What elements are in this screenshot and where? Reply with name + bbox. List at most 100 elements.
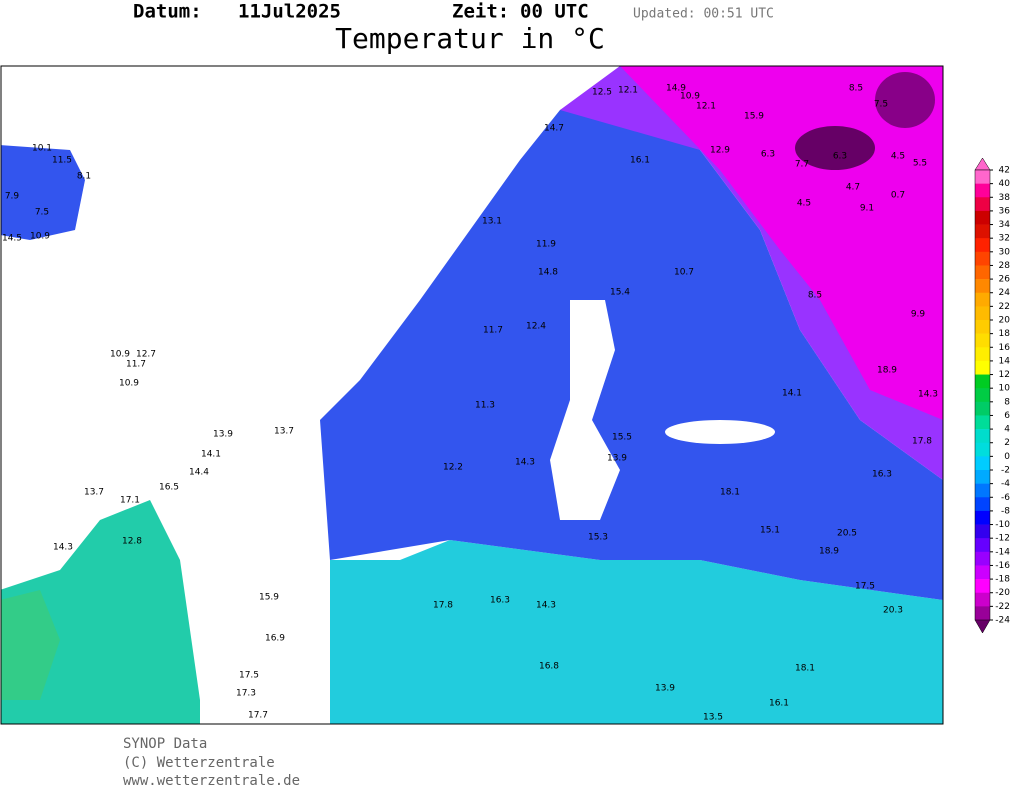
station-value: 8.5 <box>849 84 863 94</box>
station-value: 10.9 <box>680 92 700 102</box>
colorbar-segment <box>975 565 990 580</box>
station-value: 14.5 <box>2 234 22 244</box>
colorbar-segment <box>975 333 990 348</box>
station-value: 4.5 <box>797 199 811 209</box>
colorbar-segment <box>975 592 990 607</box>
colorbar-label: 12 <box>999 370 1010 380</box>
colorbar-label: 32 <box>999 234 1010 244</box>
station-value: 13.9 <box>655 684 675 694</box>
colorbar-segment <box>975 238 990 253</box>
field-iceland <box>1 145 85 240</box>
colorbar-label: 18 <box>999 329 1011 339</box>
colorbar-segment <box>975 442 990 457</box>
station-value: 13.9 <box>213 430 233 440</box>
colorbar-segment <box>975 538 990 553</box>
sea <box>550 300 620 520</box>
station-value: 17.8 <box>433 601 453 611</box>
colorbar-segment <box>975 415 990 430</box>
station-value: 14.3 <box>536 601 556 611</box>
colorbar: 424038363432302826242220181614121086420-… <box>974 157 1011 634</box>
station-value: 12.7 <box>136 350 156 360</box>
colorbar-label: -16 <box>995 561 1010 571</box>
station-value: 14.1 <box>201 450 221 460</box>
colorbar-segment <box>975 347 990 362</box>
station-value: 13.7 <box>274 427 294 437</box>
colorbar-label: 2 <box>1004 438 1010 448</box>
title: Temperatur in °C <box>335 22 605 55</box>
station-value: 17.5 <box>239 671 259 681</box>
station-value: 8.1 <box>77 172 91 182</box>
station-value: 7.9 <box>5 192 20 202</box>
colorbar-segment <box>975 224 990 239</box>
date-label: Datum: <box>133 1 202 23</box>
updated: Updated: 00:51 UTC <box>633 7 774 22</box>
colorbar-label: 10 <box>999 384 1011 394</box>
station-value: 4.7 <box>846 183 860 193</box>
station-value: 17.1 <box>120 496 140 506</box>
colorbar-label: -24 <box>995 616 1010 626</box>
colorbar-label: -22 <box>995 602 1010 612</box>
station-value: 5.5 <box>913 159 927 169</box>
station-value: 12.2 <box>443 463 463 473</box>
station-value: 17.7 <box>248 711 268 721</box>
colorbar-label: 26 <box>999 275 1011 285</box>
colorbar-label: -14 <box>995 547 1010 557</box>
colorbar-arrow <box>974 619 991 634</box>
colorbar-label: -12 <box>995 534 1010 544</box>
field-coldest <box>875 72 935 128</box>
station-value: 14.1 <box>782 389 802 399</box>
colorbar-label: 8 <box>1004 397 1010 407</box>
station-value: 13.5 <box>703 713 723 723</box>
station-value: 7.5 <box>874 100 888 110</box>
station-value: 10.9 <box>110 350 130 360</box>
station-value: 8.5 <box>808 291 822 301</box>
station-value: 12.4 <box>526 322 546 332</box>
colorbar-frame <box>974 169 991 621</box>
colorbar-segment <box>975 360 990 375</box>
station-value: 11.7 <box>483 326 503 336</box>
colorbar-label: 42 <box>999 166 1010 176</box>
colorbar-label: 40 <box>999 179 1011 189</box>
colorbar-label: -18 <box>995 575 1010 585</box>
colorbar-segment <box>975 388 990 403</box>
station-value: 12.1 <box>618 86 638 96</box>
sea <box>665 420 775 444</box>
station-value: 16.9 <box>265 634 285 644</box>
station-value: 18.9 <box>877 366 897 376</box>
colorbar-segment <box>975 320 990 334</box>
date: 11Jul2025 <box>238 1 341 23</box>
station-value: 11.7 <box>126 360 146 370</box>
station-value: 17.3 <box>236 689 256 699</box>
station-value: 14.9 <box>666 84 686 94</box>
colorbar-label: 0 <box>1004 452 1010 462</box>
colorbar-label: -8 <box>1001 506 1010 516</box>
colorbar-segment <box>975 551 990 566</box>
station-value: 15.9 <box>744 112 764 122</box>
station-value: 12.5 <box>592 88 612 98</box>
colorbar-label: 14 <box>999 356 1011 366</box>
station-value: 15.4 <box>610 288 630 298</box>
colorbar-segment <box>975 456 990 471</box>
colorbar-label: 22 <box>999 302 1010 312</box>
time: 00 UTC <box>520 1 589 23</box>
colorbar-segment <box>975 606 990 621</box>
colorbar-segment <box>975 483 990 498</box>
colorbar-label: 16 <box>999 343 1011 353</box>
map <box>0 65 944 725</box>
colorbar-label: 20 <box>999 316 1011 326</box>
station-value: 15.5 <box>612 433 632 443</box>
station-value: 10.9 <box>30 232 50 242</box>
colorbar-segment <box>975 279 990 294</box>
colorbar-label: 28 <box>999 261 1011 271</box>
station-value: 9.1 <box>860 204 874 214</box>
colorbar-segment <box>975 183 990 198</box>
station-value: 13.1 <box>482 217 502 227</box>
station-value: 16.3 <box>490 596 510 606</box>
station-value: 10.9 <box>119 379 139 389</box>
station-value: 11.9 <box>536 240 556 250</box>
colorbar-label: 38 <box>999 193 1011 203</box>
colorbar-label: 6 <box>1004 411 1010 421</box>
station-value: 18.9 <box>819 547 839 557</box>
station-value: 17.5 <box>855 582 875 592</box>
